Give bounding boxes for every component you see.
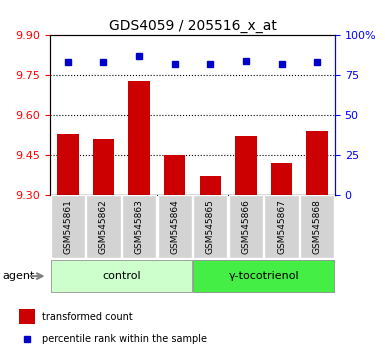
Text: GSM545864: GSM545864 <box>170 199 179 254</box>
Bar <box>19 309 35 324</box>
FancyBboxPatch shape <box>264 195 299 258</box>
Bar <box>164 155 186 195</box>
Text: GSM545863: GSM545863 <box>135 199 144 254</box>
Text: GSM545862: GSM545862 <box>99 199 108 254</box>
Bar <box>271 163 292 195</box>
FancyBboxPatch shape <box>300 195 334 258</box>
FancyBboxPatch shape <box>51 195 85 258</box>
Bar <box>57 134 79 195</box>
FancyBboxPatch shape <box>51 260 192 292</box>
FancyBboxPatch shape <box>193 195 228 258</box>
Bar <box>93 139 114 195</box>
Bar <box>235 136 257 195</box>
FancyBboxPatch shape <box>229 195 263 258</box>
FancyBboxPatch shape <box>193 260 334 292</box>
FancyBboxPatch shape <box>86 195 121 258</box>
Text: GSM545867: GSM545867 <box>277 199 286 254</box>
Text: agent: agent <box>3 271 35 281</box>
Text: GSM545866: GSM545866 <box>241 199 250 254</box>
Title: GDS4059 / 205516_x_at: GDS4059 / 205516_x_at <box>109 19 276 33</box>
Bar <box>128 80 150 195</box>
Text: GSM545861: GSM545861 <box>64 199 72 254</box>
FancyBboxPatch shape <box>157 195 192 258</box>
Bar <box>199 176 221 195</box>
Text: control: control <box>102 271 141 281</box>
Text: GSM545868: GSM545868 <box>313 199 321 254</box>
Text: γ-tocotrienol: γ-tocotrienol <box>228 271 299 281</box>
FancyBboxPatch shape <box>122 195 156 258</box>
Text: GSM545865: GSM545865 <box>206 199 215 254</box>
Bar <box>306 131 328 195</box>
Text: transformed count: transformed count <box>42 312 133 322</box>
Text: percentile rank within the sample: percentile rank within the sample <box>42 334 208 344</box>
